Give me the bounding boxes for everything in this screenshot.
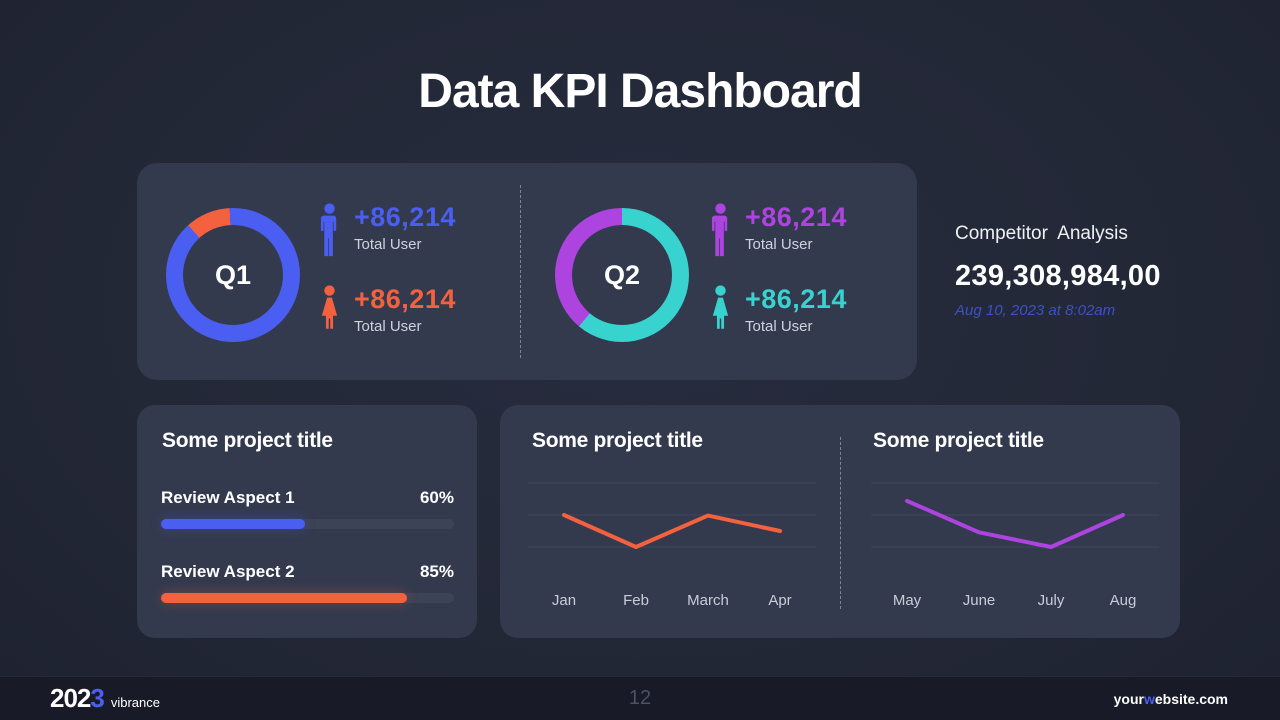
aspect-1-track xyxy=(161,519,454,529)
chart-1-x-axis: Jan Feb March Apr xyxy=(528,592,816,609)
donut-q2-label: Q2 xyxy=(603,259,641,290)
q1-male-value: +86,214 xyxy=(354,202,456,232)
chart-1-title: Some project title xyxy=(532,429,703,452)
x-tick: June xyxy=(962,592,996,609)
brand-logo: 202 3 vibrance xyxy=(50,683,160,714)
website-link: yourwebsite.com xyxy=(1113,690,1228,707)
logo-year: 202 xyxy=(50,683,91,713)
q1-female-value: +86,214 xyxy=(354,284,456,314)
donut-chart-q2: Q2 xyxy=(555,208,689,342)
kpi-summary-card: Q1 +86,214 Total User +86,214 Total User xyxy=(137,163,917,380)
x-tick: Apr xyxy=(768,592,792,609)
aspect-row-1: Review Aspect 1 60% xyxy=(161,488,454,508)
donut-q2-hole: Q2 xyxy=(572,225,672,325)
person-male-icon xyxy=(711,203,728,257)
line-charts-card: Some project title Jan Feb March Apr Som… xyxy=(500,405,1180,638)
aspect-1-label: Review Aspect 1 xyxy=(161,488,295,507)
q2-female-stat: +86,214 Total User xyxy=(709,285,847,339)
competitor-value: 239,308,984,00 xyxy=(955,260,1161,292)
aspect-2-value: 85% xyxy=(419,562,454,581)
aspect-2-label: Review Aspect 2 xyxy=(161,562,295,581)
charts-card-divider xyxy=(840,437,841,609)
q1-female-caption: Total User xyxy=(354,318,422,336)
donut-q1-hole: Q1 xyxy=(183,225,283,325)
line-chart-jan-apr xyxy=(528,482,816,549)
x-tick: Aug xyxy=(1109,592,1137,609)
aspect-row-2: Review Aspect 2 85% xyxy=(161,562,454,582)
person-female-icon xyxy=(321,285,338,329)
donut-chart-q1: Q1 xyxy=(166,208,300,342)
person-female-icon xyxy=(712,285,729,329)
page-number: 12 xyxy=(628,687,652,709)
x-tick: May xyxy=(892,592,922,609)
competitor-heading: Competitor Analysis xyxy=(955,223,1128,244)
kpi-card-divider xyxy=(520,185,521,358)
aspect-2-progress-bar xyxy=(161,593,408,603)
x-tick: Feb xyxy=(623,592,649,609)
aspect-1-progress-bar xyxy=(161,519,305,529)
progress-card-title: Some project title xyxy=(162,429,333,452)
footer-bar: 202 3 vibrance 12 yourwebsite.com xyxy=(0,676,1280,720)
q2-female-value: +86,214 xyxy=(745,284,847,314)
aspect-1-value: 60% xyxy=(419,488,454,507)
donut-q1-label: Q1 xyxy=(214,259,252,290)
chart-2-x-axis: May June July Aug xyxy=(871,592,1159,609)
chart-block-jan-apr: Some project title Jan Feb March Apr xyxy=(500,405,840,638)
q2-female-caption: Total User xyxy=(745,318,813,336)
x-tick: Jan xyxy=(551,592,577,609)
competitor-timestamp: Aug 10, 2023 at 8:02am xyxy=(955,302,1116,319)
chart-block-may-aug: Some project title May June July Aug xyxy=(843,405,1183,638)
competitor-analysis-block: Competitor Analysis 239,308,984,00 Aug 1… xyxy=(955,223,1161,319)
q1-female-stat: +86,214 Total User xyxy=(318,285,456,339)
q1-male-stat: +86,214 Total User xyxy=(318,203,456,257)
chart-2-title: Some project title xyxy=(873,429,1044,452)
aspect-2-track xyxy=(161,593,454,603)
person-male-icon xyxy=(320,203,337,257)
x-tick: March xyxy=(687,592,729,609)
q2-male-stat: +86,214 Total User xyxy=(709,203,847,257)
q2-male-value: +86,214 xyxy=(745,202,847,232)
progress-card: Some project title Review Aspect 1 60% R… xyxy=(137,405,477,638)
line-chart-may-aug xyxy=(871,482,1159,549)
x-tick: July xyxy=(1037,592,1065,609)
logo-year-accent: 3 xyxy=(90,683,105,713)
logo-brand-name: vibrance xyxy=(110,695,160,710)
q1-male-caption: Total User xyxy=(354,236,422,254)
page-title: Data KPI Dashboard xyxy=(418,65,862,118)
q2-male-caption: Total User xyxy=(745,236,813,254)
